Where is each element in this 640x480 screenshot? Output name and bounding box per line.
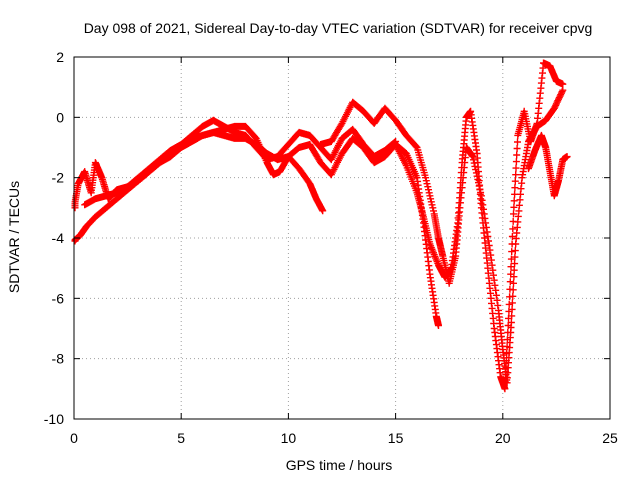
x-tick-label: 10 [281, 430, 297, 446]
y-tick-label: -2 [52, 170, 65, 186]
x-axis-label: GPS time / hours [286, 457, 393, 473]
tick-layer: 0 5 10 15 20 25 -10 -8 -6 -4 -2 0 2 [44, 49, 618, 446]
grid-layer [74, 57, 610, 419]
y-tick-label: -4 [52, 230, 65, 246]
y-tick-label: 0 [56, 109, 64, 125]
y-tick-label: 2 [56, 49, 64, 65]
y-tick-label: -10 [44, 411, 64, 427]
series-marker-path [525, 131, 571, 200]
points-layer [71, 59, 571, 393]
y-tick-label: -8 [52, 351, 65, 367]
chart-title: Day 098 of 2021, Sidereal Day-to-day VTE… [84, 20, 593, 36]
x-tick-label: 5 [177, 430, 185, 446]
series-track-5 [392, 59, 567, 393]
x-tick-label: 20 [495, 430, 511, 446]
series-track-3 [81, 128, 442, 329]
series-track-6 [525, 131, 571, 200]
series-marker-path [81, 128, 442, 329]
x-tick-label: 15 [388, 430, 404, 446]
x-tick-label: 0 [70, 430, 78, 446]
y-tick-label: -6 [52, 290, 65, 306]
x-tick-label: 25 [602, 430, 618, 446]
y-axis-label: SDTVAR / TECUs [6, 181, 22, 293]
series-marker-path [392, 59, 567, 393]
